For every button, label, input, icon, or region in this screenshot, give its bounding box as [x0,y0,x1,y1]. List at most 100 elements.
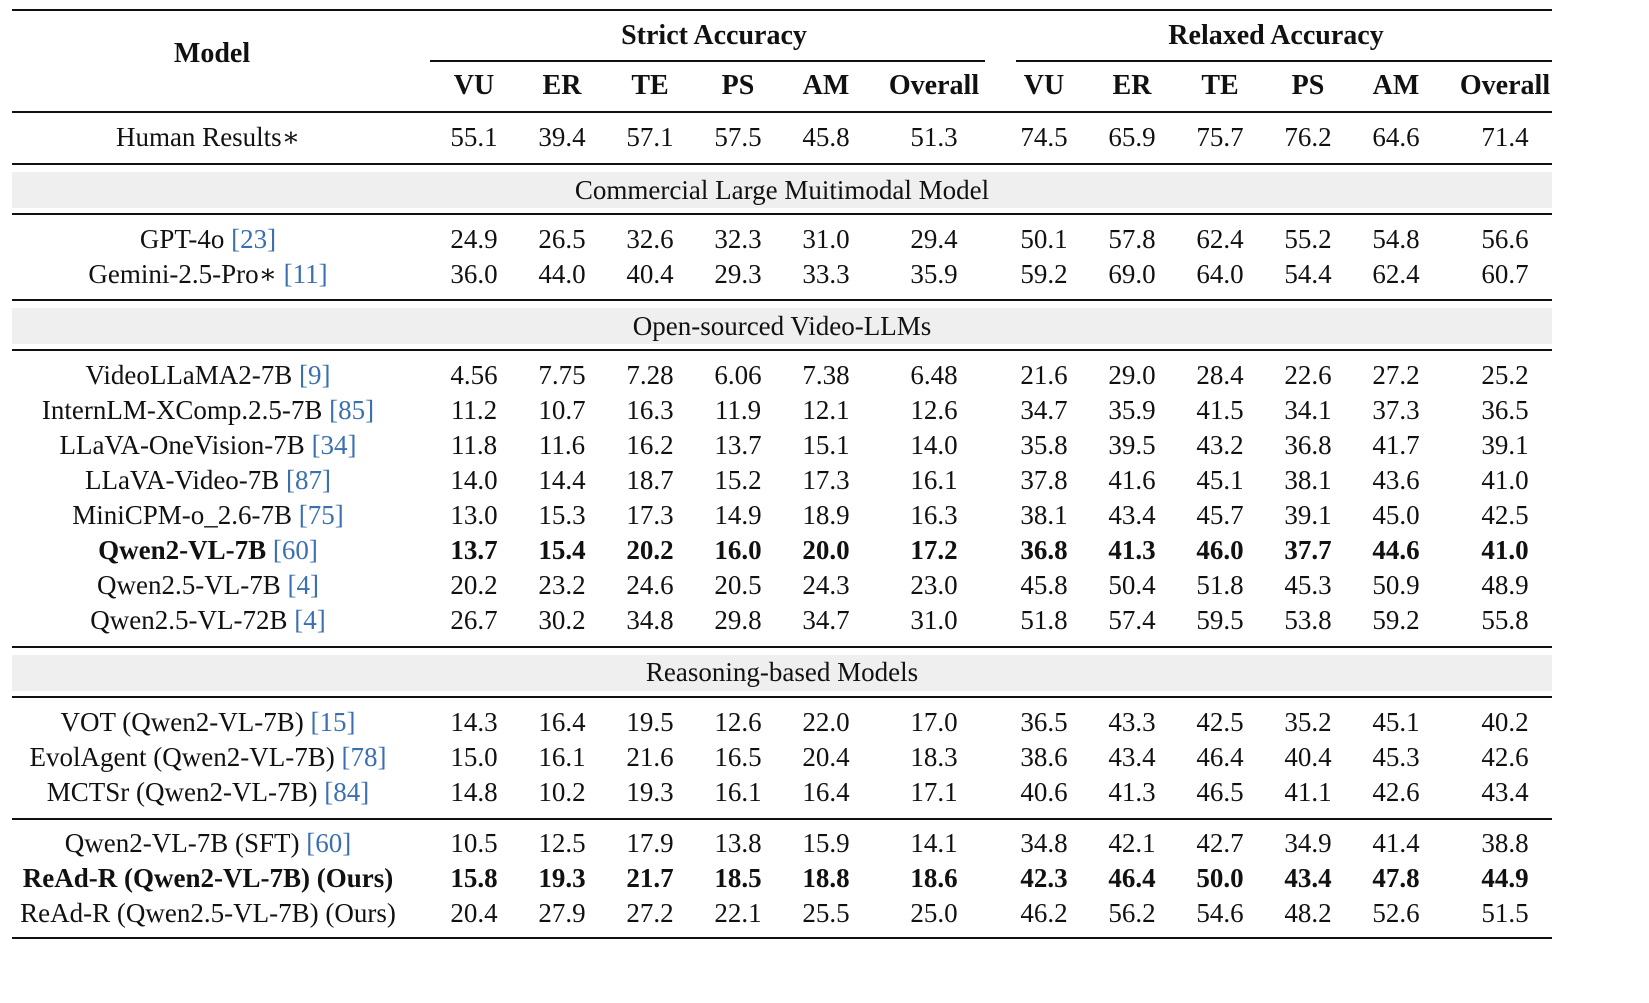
score-cell: 22.6 [1284,360,1332,390]
citation-link[interactable]: [75] [298,500,344,530]
score-cell: 39.4 [538,122,586,152]
score-cell: 7.75 [538,360,586,390]
score-cell: 16.4 [538,707,586,737]
score-cell: 32.6 [626,224,674,254]
score-cell: 36.5 [1481,395,1529,425]
section-rule [12,646,1552,648]
score-cell: 45.0 [1372,500,1420,530]
citation-link[interactable]: [60] [306,828,352,858]
score-cell: 45.8 [1020,570,1068,600]
score-cell: 43.3 [1108,707,1156,737]
score-cell: 33.3 [802,259,850,289]
score-cell: 7.38 [802,360,850,390]
column-header: AM [1372,70,1420,101]
score-cell: 53.8 [1284,605,1332,635]
score-cell: 20.4 [450,898,498,928]
score-cell: 41.3 [1108,777,1156,807]
citation-link[interactable]: [4] [287,570,319,600]
score-cell: 45.8 [802,122,850,152]
score-cell: 38.1 [1020,500,1068,530]
score-cell: 15.4 [538,535,586,565]
model-name-cell: ReAd-R (Qwen2.5-VL-7B) (Ours) [20,896,396,930]
score-cell: 54.8 [1372,224,1420,254]
score-cell: 14.3 [450,707,498,737]
score-cell: 17.0 [910,707,958,737]
score-cell: 16.1 [714,777,762,807]
score-cell: 39.1 [1481,430,1529,460]
score-cell: 20.5 [714,570,762,600]
score-cell: 21.7 [626,863,674,893]
citation-link[interactable]: [11] [283,259,328,289]
section-title: Reasoning-based Models [645,657,919,687]
citation-link[interactable]: [87] [286,465,332,495]
score-cell: 16.4 [802,777,850,807]
citation-link[interactable]: [9] [299,360,331,390]
score-cell: 34.8 [626,605,674,635]
score-cell: 36.0 [450,259,498,289]
score-cell: 29.4 [910,224,958,254]
model-name-cell: LLaVA-Video-7B [87] [85,463,331,497]
citation-link[interactable]: [85] [329,395,375,425]
citation-link[interactable]: [15] [310,707,356,737]
citation-link[interactable]: [60] [272,535,318,565]
score-cell: 17.2 [910,535,958,565]
column-header: PS [721,70,755,101]
model-name: ReAd-R (Qwen2-VL-7B) (Ours) [22,863,394,893]
score-cell: 43.4 [1108,500,1156,530]
score-cell: 42.5 [1481,500,1529,530]
column-header: VU [453,70,495,101]
score-cell: 18.3 [910,742,958,772]
section-rule [12,299,1552,301]
model-name: MCTSr (Qwen2-VL-7B) [46,777,318,807]
score-cell: 46.4 [1108,863,1156,893]
section-band [12,172,1552,208]
score-cell: 4.56 [450,360,498,390]
score-cell: 41.7 [1372,430,1420,460]
score-cell: 24.9 [450,224,498,254]
section-title: Open-sourced Video-LLMs [632,311,932,341]
score-cell: 17.3 [802,465,850,495]
score-cell: 25.0 [910,898,958,928]
score-cell: 11.2 [450,395,498,425]
score-cell: 34.7 [1020,395,1068,425]
model-name: GPT-4o [139,224,225,254]
score-cell: 11.9 [714,395,762,425]
score-cell: 62.4 [1196,224,1244,254]
score-cell: 12.6 [910,395,958,425]
score-cell: 14.0 [450,465,498,495]
score-cell: 16.2 [626,430,674,460]
score-cell: 62.4 [1372,259,1420,289]
model-name: Gemini-2.5-Pro∗ [88,259,277,289]
citation-link[interactable]: [23] [231,224,277,254]
score-cell: 54.6 [1196,898,1244,928]
model-name-cell: InternLM-XComp.2.5-7B [85] [42,393,374,427]
score-cell: 20.4 [802,742,850,772]
score-cell: 48.2 [1284,898,1332,928]
citation-link[interactable]: [84] [324,777,370,807]
score-cell: 20.0 [802,535,850,565]
model-name-cell: VOT (Qwen2-VL-7B) [15] [61,705,356,739]
model-name: Qwen2-VL-7B (SFT) [64,828,300,858]
score-cell: 23.0 [910,570,958,600]
score-cell: 37.8 [1020,465,1068,495]
citation-link[interactable]: [78] [341,742,387,772]
score-cell: 14.4 [538,465,586,495]
score-cell: 26.5 [538,224,586,254]
score-cell: 45.3 [1372,742,1420,772]
score-cell: 10.2 [538,777,586,807]
citation-link[interactable]: [34] [311,430,357,460]
score-cell: 12.5 [538,828,586,858]
section-rule [12,349,1552,351]
score-cell: 22.1 [714,898,762,928]
column-header: VU [1023,70,1065,101]
score-cell: 46.4 [1196,742,1244,772]
score-cell: 35.9 [1108,395,1156,425]
score-cell: 56.6 [1481,224,1529,254]
score-cell: 74.5 [1020,122,1068,152]
score-cell: 45.3 [1284,570,1332,600]
citation-link[interactable]: [4] [294,605,326,635]
score-cell: 29.8 [714,605,762,635]
score-cell: 54.4 [1284,259,1332,289]
score-cell: 45.1 [1372,707,1420,737]
score-cell: 45.1 [1196,465,1244,495]
